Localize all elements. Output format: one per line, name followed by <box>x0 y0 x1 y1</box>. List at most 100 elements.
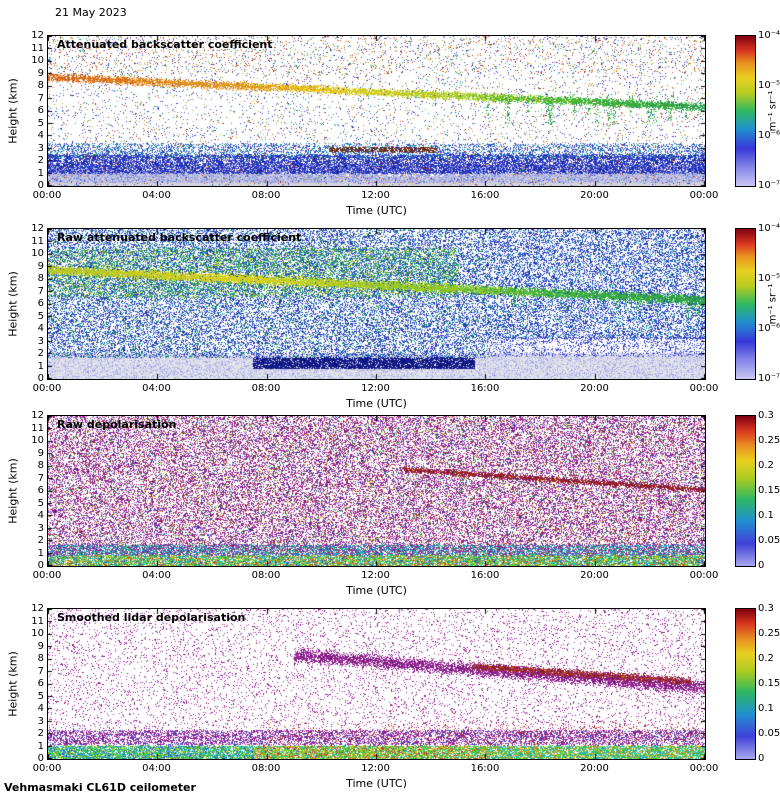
colorbar <box>735 228 756 380</box>
x-tick-label: 04:00 <box>142 570 171 581</box>
y-tick-label: 10 <box>31 248 44 259</box>
colorbar-tick-label: 0.3 <box>758 410 774 421</box>
y-tick-label: 2 <box>37 155 44 166</box>
y-tick-label: 4 <box>37 130 44 141</box>
colorbar-tick-label: 0.1 <box>758 703 774 714</box>
y-tick-labels: 0 1 2 3 4 5 6 7 8 9 10 11 12 <box>18 411 44 571</box>
y-tick-label: 7 <box>37 472 44 484</box>
x-tick-labels: 00:00 04:00 08:00 12:00 16:00 20:00 00:00 <box>33 763 719 775</box>
x-tick-label: 00:00 <box>32 383 62 394</box>
y-tick-label: 8 <box>37 653 44 664</box>
x-tick-labels: 00:00 04:00 08:00 12:00 16:00 20:00 00:00 <box>33 570 719 582</box>
colorbar-unit-label: m⁻¹ sr⁻¹ <box>767 90 779 132</box>
panel-title: Raw depolarisation <box>57 418 177 431</box>
colorbar <box>735 35 756 187</box>
heatmap-canvas <box>48 229 705 379</box>
colorbar-tick-labels: 10⁻⁴ 10⁻⁵ 10⁻⁶ 10⁻⁷ <box>758 224 780 384</box>
y-tick-label: 3 <box>37 335 44 347</box>
panel-smoothed-depolarisation: Height (km) 0 1 2 3 4 5 6 7 8 9 10 11 12 Smoothed li… <box>0 604 780 798</box>
x-tick-label: 00:00 <box>689 383 719 394</box>
colorbar-tick-label: 10⁻⁶ <box>758 323 780 334</box>
panel-title: Raw attenuated backscatter coefficient <box>57 231 302 244</box>
colorbar-tick-label: 0.05 <box>758 534 780 546</box>
colorbar-unit-label: m⁻¹ sr⁻¹ <box>767 283 779 325</box>
x-tick-label: 04:00 <box>142 190 171 201</box>
x-tick-label: 20:00 <box>580 383 609 394</box>
y-tick-label: 11 <box>31 615 44 627</box>
y-tick-label: 7 <box>37 665 44 677</box>
x-tick-label: 08:00 <box>251 383 281 394</box>
y-tick-label: 9 <box>37 640 44 652</box>
panel-attenuated-backscatter: Height (km) 0 1 2 3 4 5 6 7 8 9 10 11 12 Attenuated … <box>0 31 780 225</box>
x-tick-label: 08:00 <box>251 190 281 201</box>
x-tick-label: 16:00 <box>470 763 500 774</box>
colorbar <box>735 608 756 760</box>
colorbar-tick-label: 0.2 <box>758 652 774 664</box>
x-tick-label: 20:00 <box>580 763 609 774</box>
y-tick-label: 3 <box>37 142 44 154</box>
y-tick-label: 0 <box>37 180 44 191</box>
y-tick-label: 5 <box>37 310 44 322</box>
y-tick-labels: 0 1 2 3 4 5 6 7 8 9 10 11 12 <box>18 604 44 764</box>
colorbar-tick-label: 0 <box>758 560 765 571</box>
panel-title: Smoothed lidar depolarisation <box>57 611 246 624</box>
x-tick-labels: 00:00 04:00 08:00 12:00 16:00 20:00 00:00 <box>33 190 719 202</box>
heatmap-canvas <box>48 416 705 566</box>
instrument-label: Vehmasmaki CL61D ceilometer <box>4 781 196 794</box>
x-tick-label: 00:00 <box>689 570 719 581</box>
x-axis-label: Time (UTC) <box>346 397 407 410</box>
y-tick-label: 5 <box>37 117 44 129</box>
colorbar-tick-label: 0.15 <box>758 485 780 496</box>
y-tick-label: 9 <box>37 67 44 79</box>
colorbar-tick-label: 0.25 <box>758 435 780 446</box>
y-tick-label: 2 <box>37 728 44 739</box>
colorbar-tick-label: 0.2 <box>758 459 774 471</box>
x-tick-label: 04:00 <box>142 763 171 774</box>
colorbar-tick-label: 0.15 <box>758 678 780 689</box>
y-tick-label: 0 <box>37 753 44 764</box>
y-tick-labels: 0 1 2 3 4 5 6 7 8 9 10 11 12 <box>18 31 44 191</box>
x-tick-label: 00:00 <box>32 570 62 581</box>
y-tick-label: 12 <box>31 410 44 421</box>
colorbar-tick-label: 0.25 <box>758 628 780 639</box>
heatmap-canvas <box>48 609 705 759</box>
y-tick-label: 4 <box>37 703 44 714</box>
y-tick-label: 1 <box>37 360 44 372</box>
colorbar-tick-label: 10⁻⁴ <box>758 30 780 41</box>
colorbar-tick-label: 0.05 <box>758 727 780 739</box>
y-tick-label: 5 <box>37 497 44 509</box>
y-tick-label: 3 <box>37 715 44 727</box>
y-tick-label: 11 <box>31 42 44 54</box>
y-tick-label: 10 <box>31 435 44 446</box>
y-tick-label: 12 <box>31 30 44 41</box>
x-tick-label: 16:00 <box>470 570 500 581</box>
y-tick-label: 9 <box>37 260 44 272</box>
colorbar-tick-label: 10⁻⁷ <box>758 180 780 191</box>
y-tick-label: 4 <box>37 510 44 521</box>
panel-title: Attenuated backscatter coefficient <box>57 38 273 51</box>
y-tick-label: 7 <box>37 285 44 297</box>
x-tick-label: 16:00 <box>470 383 500 394</box>
plot-area: Raw attenuated backscatter coefficient <box>47 228 706 380</box>
y-tick-label: 8 <box>37 273 44 284</box>
y-tick-label: 6 <box>37 678 44 689</box>
colorbar-tick-label: 10⁻⁵ <box>758 79 780 91</box>
x-tick-label: 04:00 <box>142 383 171 394</box>
colorbar-tick-labels: 0.3 0.25 0.2 0.15 0.1 0.05 0 <box>758 411 780 571</box>
y-tick-label: 0 <box>37 560 44 571</box>
panel-raw-attenuated-backscatter: Height (km) 0 1 2 3 4 5 6 7 8 9 10 11 12 Raw attenua… <box>0 224 780 418</box>
x-tick-label: 12:00 <box>361 763 390 774</box>
y-tick-label: 10 <box>31 55 44 66</box>
y-tick-label: 4 <box>37 323 44 334</box>
y-tick-label: 10 <box>31 628 44 639</box>
colorbar-tick-label: 10⁻⁵ <box>758 272 780 284</box>
y-tick-label: 1 <box>37 740 44 752</box>
x-tick-label: 08:00 <box>251 763 281 774</box>
x-tick-label: 20:00 <box>580 190 609 201</box>
colorbar-tick-label: 0.3 <box>758 603 774 614</box>
y-tick-label: 1 <box>37 167 44 179</box>
x-axis-label: Time (UTC) <box>346 584 407 597</box>
y-tick-label: 6 <box>37 298 44 309</box>
x-tick-label: 20:00 <box>580 570 609 581</box>
